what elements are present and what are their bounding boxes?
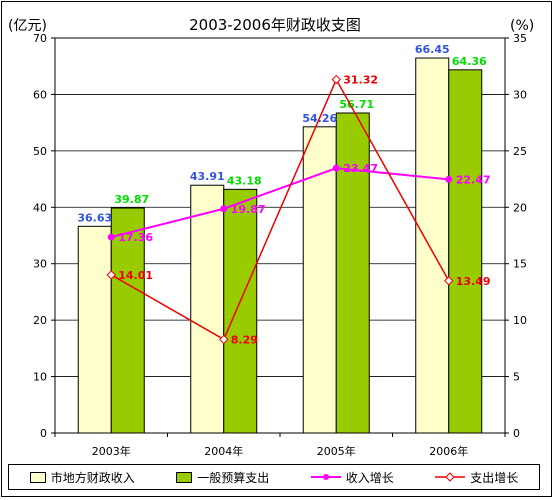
y-tick-label-left: 30	[33, 258, 47, 271]
data-label-expenditure-growth: 13.49	[456, 275, 491, 288]
point-expenditure-growth	[331, 74, 341, 85]
y-tick-label-right: 15	[513, 258, 527, 271]
bar-data-label: 64.36	[452, 55, 487, 68]
bar-expenditure	[448, 69, 483, 434]
y-tick-label-left: 20	[33, 314, 47, 327]
line-expenditure-growth	[110, 77, 450, 341]
data-label-expenditure-growth: 14.01	[118, 269, 153, 282]
bar-expenditure	[110, 207, 145, 434]
legend: 市地方财政收入 一般预算支出 收入增长 支出增长	[8, 464, 540, 490]
y-tick-label-right: 30	[513, 88, 527, 101]
legend-swatch-income-growth	[310, 474, 341, 480]
x-tick-label: 2004年	[204, 444, 243, 458]
plot-area: 0 10 20 30 40 50 60 70 0 5 10 15 20 25 30 35 2003年 2004年 2…	[33, 32, 527, 458]
point-expenditure-growth	[219, 334, 229, 345]
point-expenditure-growth	[444, 276, 454, 286]
y-tick-label-left: 10	[33, 371, 47, 384]
bar-expenditure	[335, 112, 370, 434]
y-tick-label-left: 0	[40, 427, 47, 440]
legend-item-income: 市地方财政收入	[29, 469, 135, 486]
y-tick-label-right: 20	[513, 201, 527, 214]
y-tick-label-left: 60	[33, 88, 47, 101]
data-label-income-growth: 19.87	[231, 203, 266, 216]
legend-label-income: 市地方财政收入	[50, 470, 135, 485]
y-tick-label-right: 10	[513, 314, 527, 327]
bar-income	[77, 225, 112, 434]
data-label-income-growth: 17.36	[118, 231, 153, 244]
point-income-growth	[332, 164, 340, 172]
legend-label-expenditure-growth: 支出增长	[470, 470, 519, 485]
y-axis-label-left: (亿元)	[8, 18, 47, 34]
bar-data-label: 56.71	[339, 98, 374, 111]
x-tick-label: 2005年	[317, 444, 356, 458]
point-income-growth	[220, 205, 228, 213]
y-tick-label-right: 25	[513, 145, 527, 158]
bar-data-label: 43.18	[227, 174, 262, 187]
legend-item-expenditure-growth: 支出增长	[435, 469, 518, 486]
point-income-growth	[107, 233, 115, 241]
y-tick-label-left: 50	[33, 145, 47, 158]
point-income-growth	[445, 175, 453, 183]
point-expenditure-growth	[106, 270, 116, 280]
y-tick-label-left: 70	[33, 32, 47, 45]
data-label-income-growth: 23.47	[343, 162, 378, 175]
legend-swatch-income	[29, 471, 46, 483]
y-tick-label-right: 0	[513, 427, 520, 440]
legend-label-income-growth: 收入增长	[345, 470, 394, 485]
bar-data-label: 43.91	[190, 170, 225, 183]
y-tick-label-right: 5	[513, 371, 520, 384]
y-tick-label-left: 40	[33, 201, 47, 214]
x-tick-label: 2006年	[429, 444, 468, 458]
chart-title: 2003-2006年财政收支图	[189, 16, 361, 34]
x-tick-label: 2003年	[92, 444, 131, 458]
bar-income	[415, 57, 450, 434]
line-income-growth	[111, 167, 449, 239]
legend-label-expenditure: 一般预算支出	[197, 470, 270, 485]
bar-data-label: 39.87	[114, 193, 149, 206]
legend-item-expenditure: 一般预算支出	[176, 469, 269, 486]
legend-item-income-growth: 收入增长	[310, 469, 394, 486]
data-label-expenditure-growth: 8.29	[231, 333, 258, 346]
data-label-income-growth: 22.47	[456, 173, 491, 186]
y-tick-label-right: 35	[513, 32, 527, 45]
data-label-expenditure-growth: 31.32	[343, 74, 378, 87]
legend-swatch-expenditure-growth	[435, 472, 466, 482]
y-axis-label-right: (%)	[510, 18, 534, 34]
bar-income	[190, 184, 225, 434]
bar-data-label: 66.45	[415, 43, 450, 56]
bar-income	[302, 126, 337, 434]
bar-expenditure	[223, 188, 258, 434]
bar-data-label: 36.63	[77, 211, 112, 224]
legend-swatch-expenditure	[176, 471, 193, 483]
